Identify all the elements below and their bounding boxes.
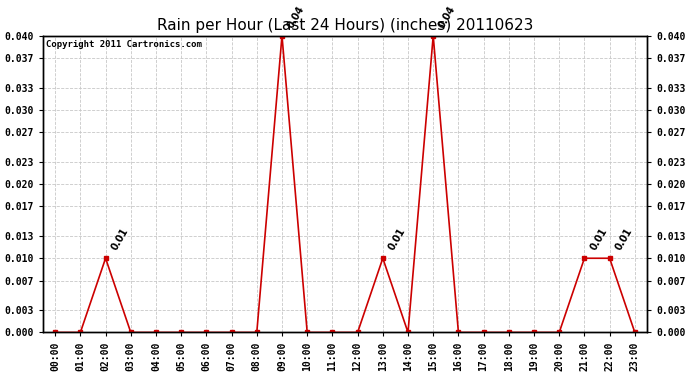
Text: 0.01: 0.01 <box>588 226 609 252</box>
Text: 0.01: 0.01 <box>386 226 407 252</box>
Title: Rain per Hour (Last 24 Hours) (inches) 20110623: Rain per Hour (Last 24 Hours) (inches) 2… <box>157 18 533 33</box>
Text: 0.04: 0.04 <box>286 4 306 30</box>
Text: 0.01: 0.01 <box>109 226 130 252</box>
Text: 0.01: 0.01 <box>613 226 634 252</box>
Text: 0.04: 0.04 <box>437 4 457 30</box>
Text: Copyright 2011 Cartronics.com: Copyright 2011 Cartronics.com <box>46 40 201 49</box>
